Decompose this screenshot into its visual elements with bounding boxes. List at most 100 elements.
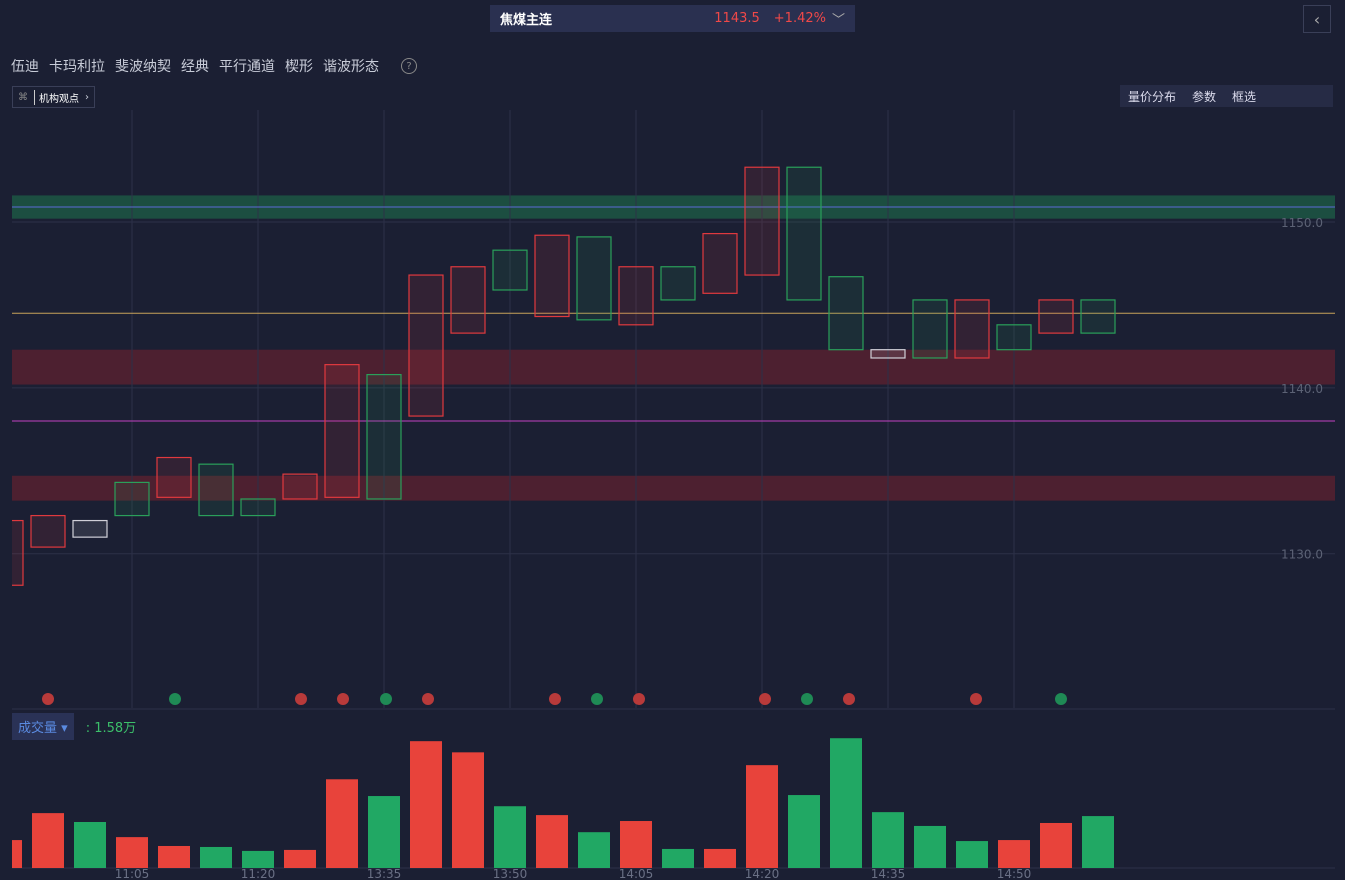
volume-bar [746,765,778,868]
x-tick-label: 14:35 [871,867,906,880]
indicator-name: 成交量 [18,721,58,736]
volume-bar [32,813,64,868]
volume-bar [1082,816,1114,868]
volume-bar [410,741,442,868]
tool-tab[interactable]: 楔形 [285,59,313,75]
footprint-box [114,481,150,517]
volume-bar [368,796,400,868]
tool-tab[interactable]: 卡玛利拉 [49,59,105,75]
signal-marker [1055,693,1067,705]
volume-bar [872,812,904,868]
footprint-box [492,249,528,291]
plot [12,110,1335,869]
y-tick-label: 1140.0 [1281,382,1323,396]
footprint-box [282,473,318,500]
x-tick-label: 13:50 [493,867,528,880]
volume-bar [704,848,736,868]
signal-marker [337,693,349,705]
signal-marker [380,693,392,705]
footprint-box [1080,299,1116,334]
footprint-box [702,232,738,294]
footprint-box [828,276,864,351]
toolbar-button[interactable]: 参数 [1192,89,1217,104]
volume-bar [494,806,526,868]
x-tick-label: 14:20 [745,867,780,880]
indicator-select[interactable]: 成交量 ▾ [12,713,74,740]
volume-bar [158,845,190,868]
last-price: 1143.5 [714,11,760,26]
volume-header: 成交量 ▾ : 1.58万 [12,713,136,740]
footprint-box [744,166,780,276]
tool-tabs: 伍迪 卡玛利拉 斐波纳契 经典 平行通道 楔形 谐波形态? [11,56,417,76]
footprint-box [954,299,990,359]
x-tick-label: 13:35 [367,867,402,880]
footprint-box [72,519,108,538]
toolbar-button[interactable]: 量价分布 [1128,89,1177,104]
signal-marker [295,693,307,705]
signal-marker [759,693,771,705]
opinion-label: 机构观点 [34,89,79,105]
zone [12,349,1335,385]
signal-marker [633,693,645,705]
footprint-box [996,324,1032,351]
volume-bar [200,846,232,868]
volume-value: : 1.58万 [85,721,137,736]
volume-bar [536,815,568,868]
volume-bar [788,795,820,868]
tool-tab[interactable]: 谐波形态 [323,59,379,75]
tool-tab[interactable]: 伍迪 [11,59,39,75]
y-tick-label: 1150.0 [1281,216,1323,230]
footprint-box [912,299,948,359]
icon: ⌘ [18,91,28,103]
footprint-box [366,373,402,500]
footprint-box [1038,299,1074,334]
volume-bar [326,779,358,868]
footprint-box [156,456,192,498]
footprint-box [870,349,906,359]
footprint-box [408,274,444,417]
price-change: +1.42% [773,11,826,26]
footprint-box [576,236,612,321]
x-tick-label: 11:20 [241,867,276,880]
instrument-name: 焦煤主连 [500,13,553,28]
footprint-box [534,234,570,318]
tool-tab[interactable]: 经典 [181,59,209,75]
signal-marker [843,693,855,705]
volume-bar [452,752,484,868]
volume-bar [914,825,946,868]
footprint-box [618,266,654,326]
volume-bar [284,849,316,868]
volume-bar [12,840,22,868]
footprint-box [324,364,360,498]
back-button[interactable]: ‹ [1303,5,1331,33]
sub-toolbar[interactable]: ⌘ 机构观点 › [12,86,95,108]
footprint-box [660,266,696,301]
volume-bar [242,850,274,868]
instrument-header[interactable]: 焦煤主连 1143.5 +1.42% ﹀ [490,5,855,32]
x-tick-label: 14:05 [619,867,654,880]
volume-bar [620,821,652,868]
toolbar-button[interactable]: 框选 [1232,89,1257,104]
footprint-box [12,519,24,586]
help-icon[interactable]: ? [401,58,417,74]
footprint-box [30,514,66,548]
volume-bar [956,841,988,868]
tool-tab[interactable]: 平行通道 [219,59,275,75]
tool-tab[interactable]: 斐波纳契 [115,59,171,75]
volume-bar [116,837,148,868]
volume-bar [1040,822,1072,868]
x-tick-label: 14:50 [997,867,1032,880]
signal-marker [549,693,561,705]
signal-marker [422,693,434,705]
footprint-box [198,463,234,517]
arrow: › [85,91,89,103]
footprint-box [240,498,276,517]
volume-bar [998,840,1030,868]
y-tick-label: 1130.0 [1281,548,1323,562]
right-toolbar: 量价分布 参数 框选 [1120,85,1333,107]
volume-bar [830,738,862,868]
signal-marker [169,693,181,705]
signal-marker [970,693,982,705]
